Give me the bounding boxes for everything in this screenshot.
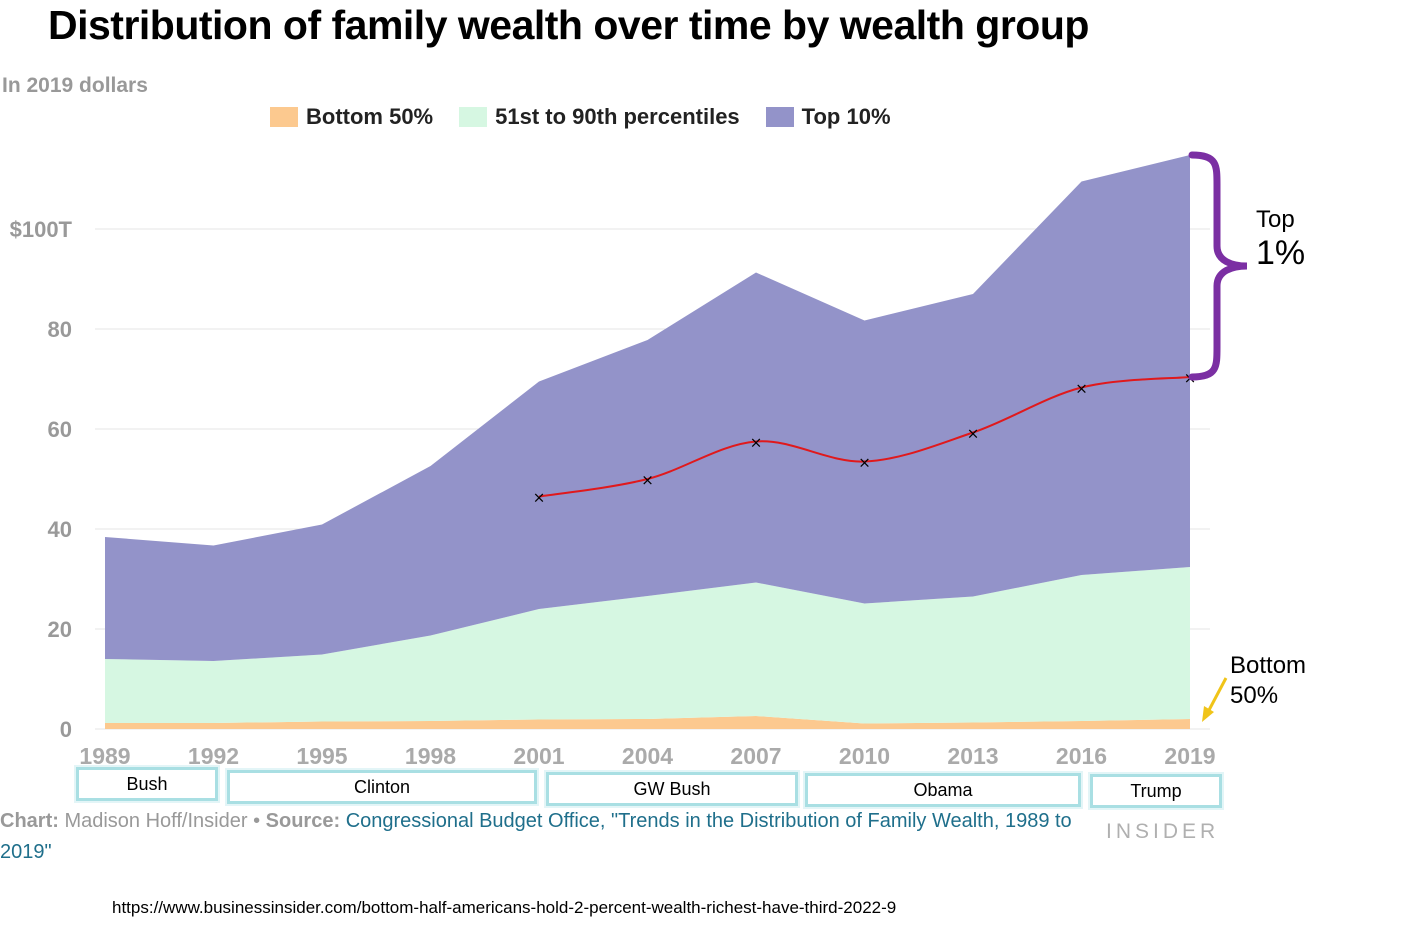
x-tick-label: 2019 — [1164, 743, 1215, 769]
annotation-text: 1% — [1256, 234, 1306, 272]
annotation-text: Top — [1256, 206, 1295, 233]
x-tick-label: 2013 — [947, 743, 998, 769]
top1-overlay-line — [538, 376, 1191, 498]
annotation-text: 50% — [1230, 682, 1279, 709]
y-tick-label: 60 — [48, 417, 72, 442]
legend-swatch — [270, 107, 298, 127]
y-tick-label: 20 — [48, 617, 72, 642]
x-tick-label: 1995 — [296, 743, 347, 769]
term-box-obama: Obama — [805, 773, 1081, 807]
credit-separator: • — [253, 810, 261, 832]
overlay-marker: × — [967, 425, 980, 443]
area-series — [105, 567, 1190, 724]
y-tick-label: $100T — [10, 217, 73, 242]
stacked-area-chart: 0 20 40 60 80 $100T 1989 1992 1995 1998 2001 2004 20… — [10, 151, 1248, 769]
top1-brace — [1188, 151, 1248, 381]
y-tick-label: 80 — [48, 317, 72, 342]
overlay-marker: × — [1075, 380, 1088, 398]
term-box-trump: Trump — [1090, 774, 1222, 808]
x-tick-label: 2004 — [622, 743, 673, 769]
term-box-gw-bush: GW Bush — [546, 772, 798, 806]
area-series — [105, 716, 1190, 729]
x-tick-label: 1992 — [188, 743, 239, 769]
legend-label: Bottom 50% — [306, 104, 434, 129]
legend-item-middle40: 51st to 90th percentiles — [459, 104, 740, 130]
bottom-50pct-label: Bottom 50% — [1230, 651, 1306, 711]
term-box-clinton: Clinton — [227, 770, 537, 804]
legend-item-top10: Top 10% — [765, 104, 891, 130]
chart-title: Distribution of family wealth over time … — [48, 2, 1089, 48]
legend-swatch — [459, 107, 488, 127]
x-tick-label: 1998 — [405, 743, 456, 769]
legend-swatch — [765, 107, 794, 127]
top-1pct-label: Top 1% — [1256, 206, 1305, 272]
legend-label: 51st to 90th percentiles — [495, 104, 740, 129]
bottom50-arrow — [1206, 677, 1228, 713]
chart-subtitle: In 2019 dollars — [2, 74, 148, 97]
x-tick-label: 2007 — [730, 743, 781, 769]
annotation-text: Bottom — [1230, 652, 1307, 679]
term-box-bush: Bush — [76, 767, 218, 801]
overlay-marker: × — [641, 471, 654, 489]
chart-credit: Chart: Madison Hoff/Insider • Source: Co… — [0, 806, 1080, 868]
x-tick-label: 1989 — [79, 743, 130, 769]
overlay-marker: × — [858, 454, 871, 472]
legend: Bottom 50% 51st to 90th percentiles Top … — [270, 104, 917, 130]
x-tick-label: 2001 — [513, 743, 564, 769]
legend-label: Top 10% — [801, 104, 891, 129]
x-tick-label: 2010 — [839, 743, 890, 769]
credit-source-link[interactable]: Congressional Budget Office, "Trends in … — [0, 810, 1072, 863]
x-tick-label: 2016 — [1056, 743, 1107, 769]
source-url[interactable]: https://www.businessinsider.com/bottom-h… — [112, 898, 897, 917]
overlay-marker: × — [533, 489, 546, 507]
legend-item-bottom50: Bottom 50% — [270, 104, 433, 130]
y-tick-label: 40 — [48, 517, 72, 542]
credit-chart-label: Chart: — [0, 810, 59, 832]
overlay-marker: × — [750, 434, 763, 452]
area-series — [105, 155, 1190, 661]
bottom50-arrowhead — [1202, 706, 1214, 722]
credit-author: Madison Hoff/Insider — [64, 810, 248, 832]
insider-logo: INSIDER — [1106, 820, 1220, 843]
credit-source-label: Source: — [265, 810, 341, 832]
y-tick-label: 0 — [60, 717, 72, 742]
